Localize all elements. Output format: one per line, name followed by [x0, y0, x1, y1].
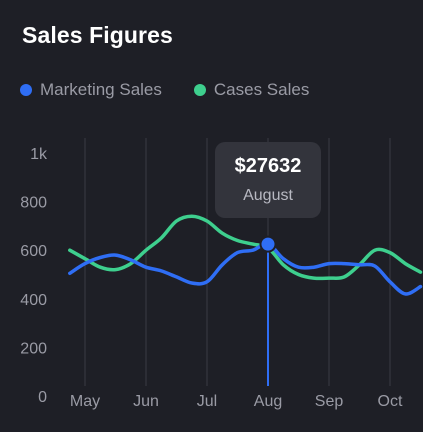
series-line-cases-sales — [68, 214, 423, 281]
tooltip-value: $27632 — [234, 155, 302, 177]
series-lines — [68, 214, 423, 386]
y-tick-label: 200 — [20, 340, 47, 357]
x-tick-label: Sep — [315, 393, 344, 410]
y-tick-label: 400 — [20, 292, 47, 309]
y-tick-label: 600 — [20, 243, 47, 260]
y-tick-label: 800 — [20, 195, 47, 212]
tooltip-category: August — [243, 187, 293, 204]
x-tick-label: Jun — [133, 393, 159, 410]
x-axis-ticks: May Jun Jul Aug Sep Oct — [70, 393, 403, 410]
x-tick-label: Aug — [254, 393, 282, 410]
chart-legend: Marketing Sales Cases Sales — [20, 80, 341, 100]
y-tick-label: 0 — [38, 389, 47, 406]
y-tick-label: 1k — [30, 146, 48, 163]
legend-item-cases-sales[interactable]: Cases Sales — [193, 80, 310, 100]
legend-label-cases-sales: Cases Sales — [213, 80, 310, 99]
series-line-marketing-sales — [68, 242, 423, 296]
highlight-point[interactable] — [259, 235, 277, 253]
chart-tooltip: $27632 August — [215, 142, 321, 218]
y-axis-ticks: 0 200 400 600 800 1k — [20, 146, 48, 406]
legend-label-marketing-sales: Marketing Sales — [40, 80, 162, 99]
x-tick-label: Jul — [197, 393, 217, 410]
x-tick-label: Oct — [378, 393, 403, 410]
legend-item-marketing-sales[interactable]: Marketing Sales — [20, 80, 162, 100]
x-tick-label: May — [70, 393, 100, 410]
highlight-marker — [259, 235, 277, 253]
legend-marker-marketing-sales — [20, 84, 32, 96]
chart-title: Sales Figures — [22, 22, 173, 48]
legend-marker-cases-sales — [193, 84, 206, 96]
